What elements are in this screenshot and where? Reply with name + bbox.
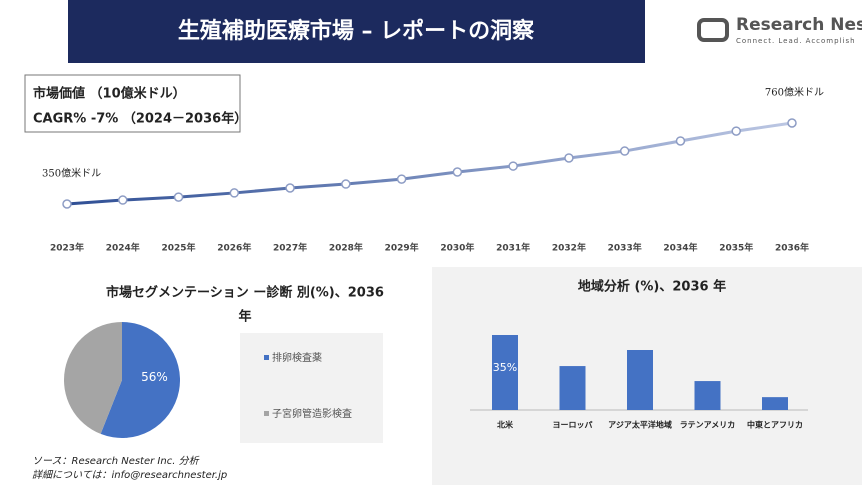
value-label: 760億米ドル [765,86,824,99]
header-bar [68,0,645,63]
x-tick-label: アジア太平洋地域 [608,420,672,430]
x-tick-label: 2024年 [106,242,140,254]
data-point [62,199,72,209]
trend-line [66,121,793,206]
data-point [229,188,240,198]
x-tick-label: 2025年 [162,242,196,254]
slice-label: 56% [141,370,168,384]
x-tick-label: 2032年 [552,242,586,254]
legend-swatch [264,355,269,360]
data-point [787,118,797,128]
x-tick-label: 2028年 [329,242,363,254]
bar [762,397,788,410]
x-tick-label: 2026年 [217,242,251,254]
data-point [619,146,630,156]
data-point [452,167,463,177]
data-point [508,161,518,171]
logo-icon [697,18,729,42]
data-point [118,195,128,205]
value-label: 35% [493,361,517,374]
data-point [675,136,686,146]
bar [559,366,586,410]
header-title: 生殖補助医療市場 – レポートの洞察 [178,18,535,44]
pie-title: 年 [238,309,251,325]
x-tick-label: ラテンアメリカ [680,421,736,430]
x-tick-label: 2023年 [50,242,84,254]
x-tick-label: 2029年 [385,242,419,254]
x-tick-label: 2030年 [440,242,474,254]
x-tick-label: 2035年 [719,242,753,254]
source-line: 詳細については：info@researchnester.jp [32,469,227,481]
bar-title: 地域分析 (%)、2036 年 [578,279,726,295]
market-cagr: CAGR% -7% （2024－2036年） [33,111,247,127]
data-point [341,179,351,189]
x-tick-label: 2027年 [273,242,307,254]
value-label: 350億米ドル [42,167,101,180]
x-tick-label: 北米 [497,420,514,430]
x-tick-label: 2036年 [775,242,809,254]
legend-label: 子宮卵管造影検査 [272,407,352,420]
market-value: 市場価値 （10億米ドル） [33,86,186,102]
x-tick-label: 中東とアフリカ [747,420,803,430]
bar [492,335,518,410]
x-tick-label: 2034年 [663,242,697,254]
legend-swatch [264,411,269,416]
data-point [396,174,407,184]
logo-tagline: Connect. Lead. Accomplish [736,37,856,45]
data-point [731,126,741,136]
pie-title: 市場セグメンテーション ー診断 別(%)、2036 [106,285,384,301]
source-line: ソース：Research Nester Inc. 分析 [32,455,200,467]
pie-legend-box [240,333,383,443]
data-point [173,192,184,202]
x-tick-label: ヨーロッパ [553,420,593,430]
pie-slice [100,322,180,438]
data-point [285,183,295,193]
logo-name: Research Nester [736,15,862,35]
x-tick-label: 2031年 [496,242,530,254]
data-point [564,153,574,163]
market-box [24,74,241,133]
bar [694,381,721,410]
bar [627,350,653,410]
legend-label: 排卵検査薬 [272,351,322,364]
x-tick-label: 2033年 [608,242,642,254]
pie-slice [63,322,122,434]
